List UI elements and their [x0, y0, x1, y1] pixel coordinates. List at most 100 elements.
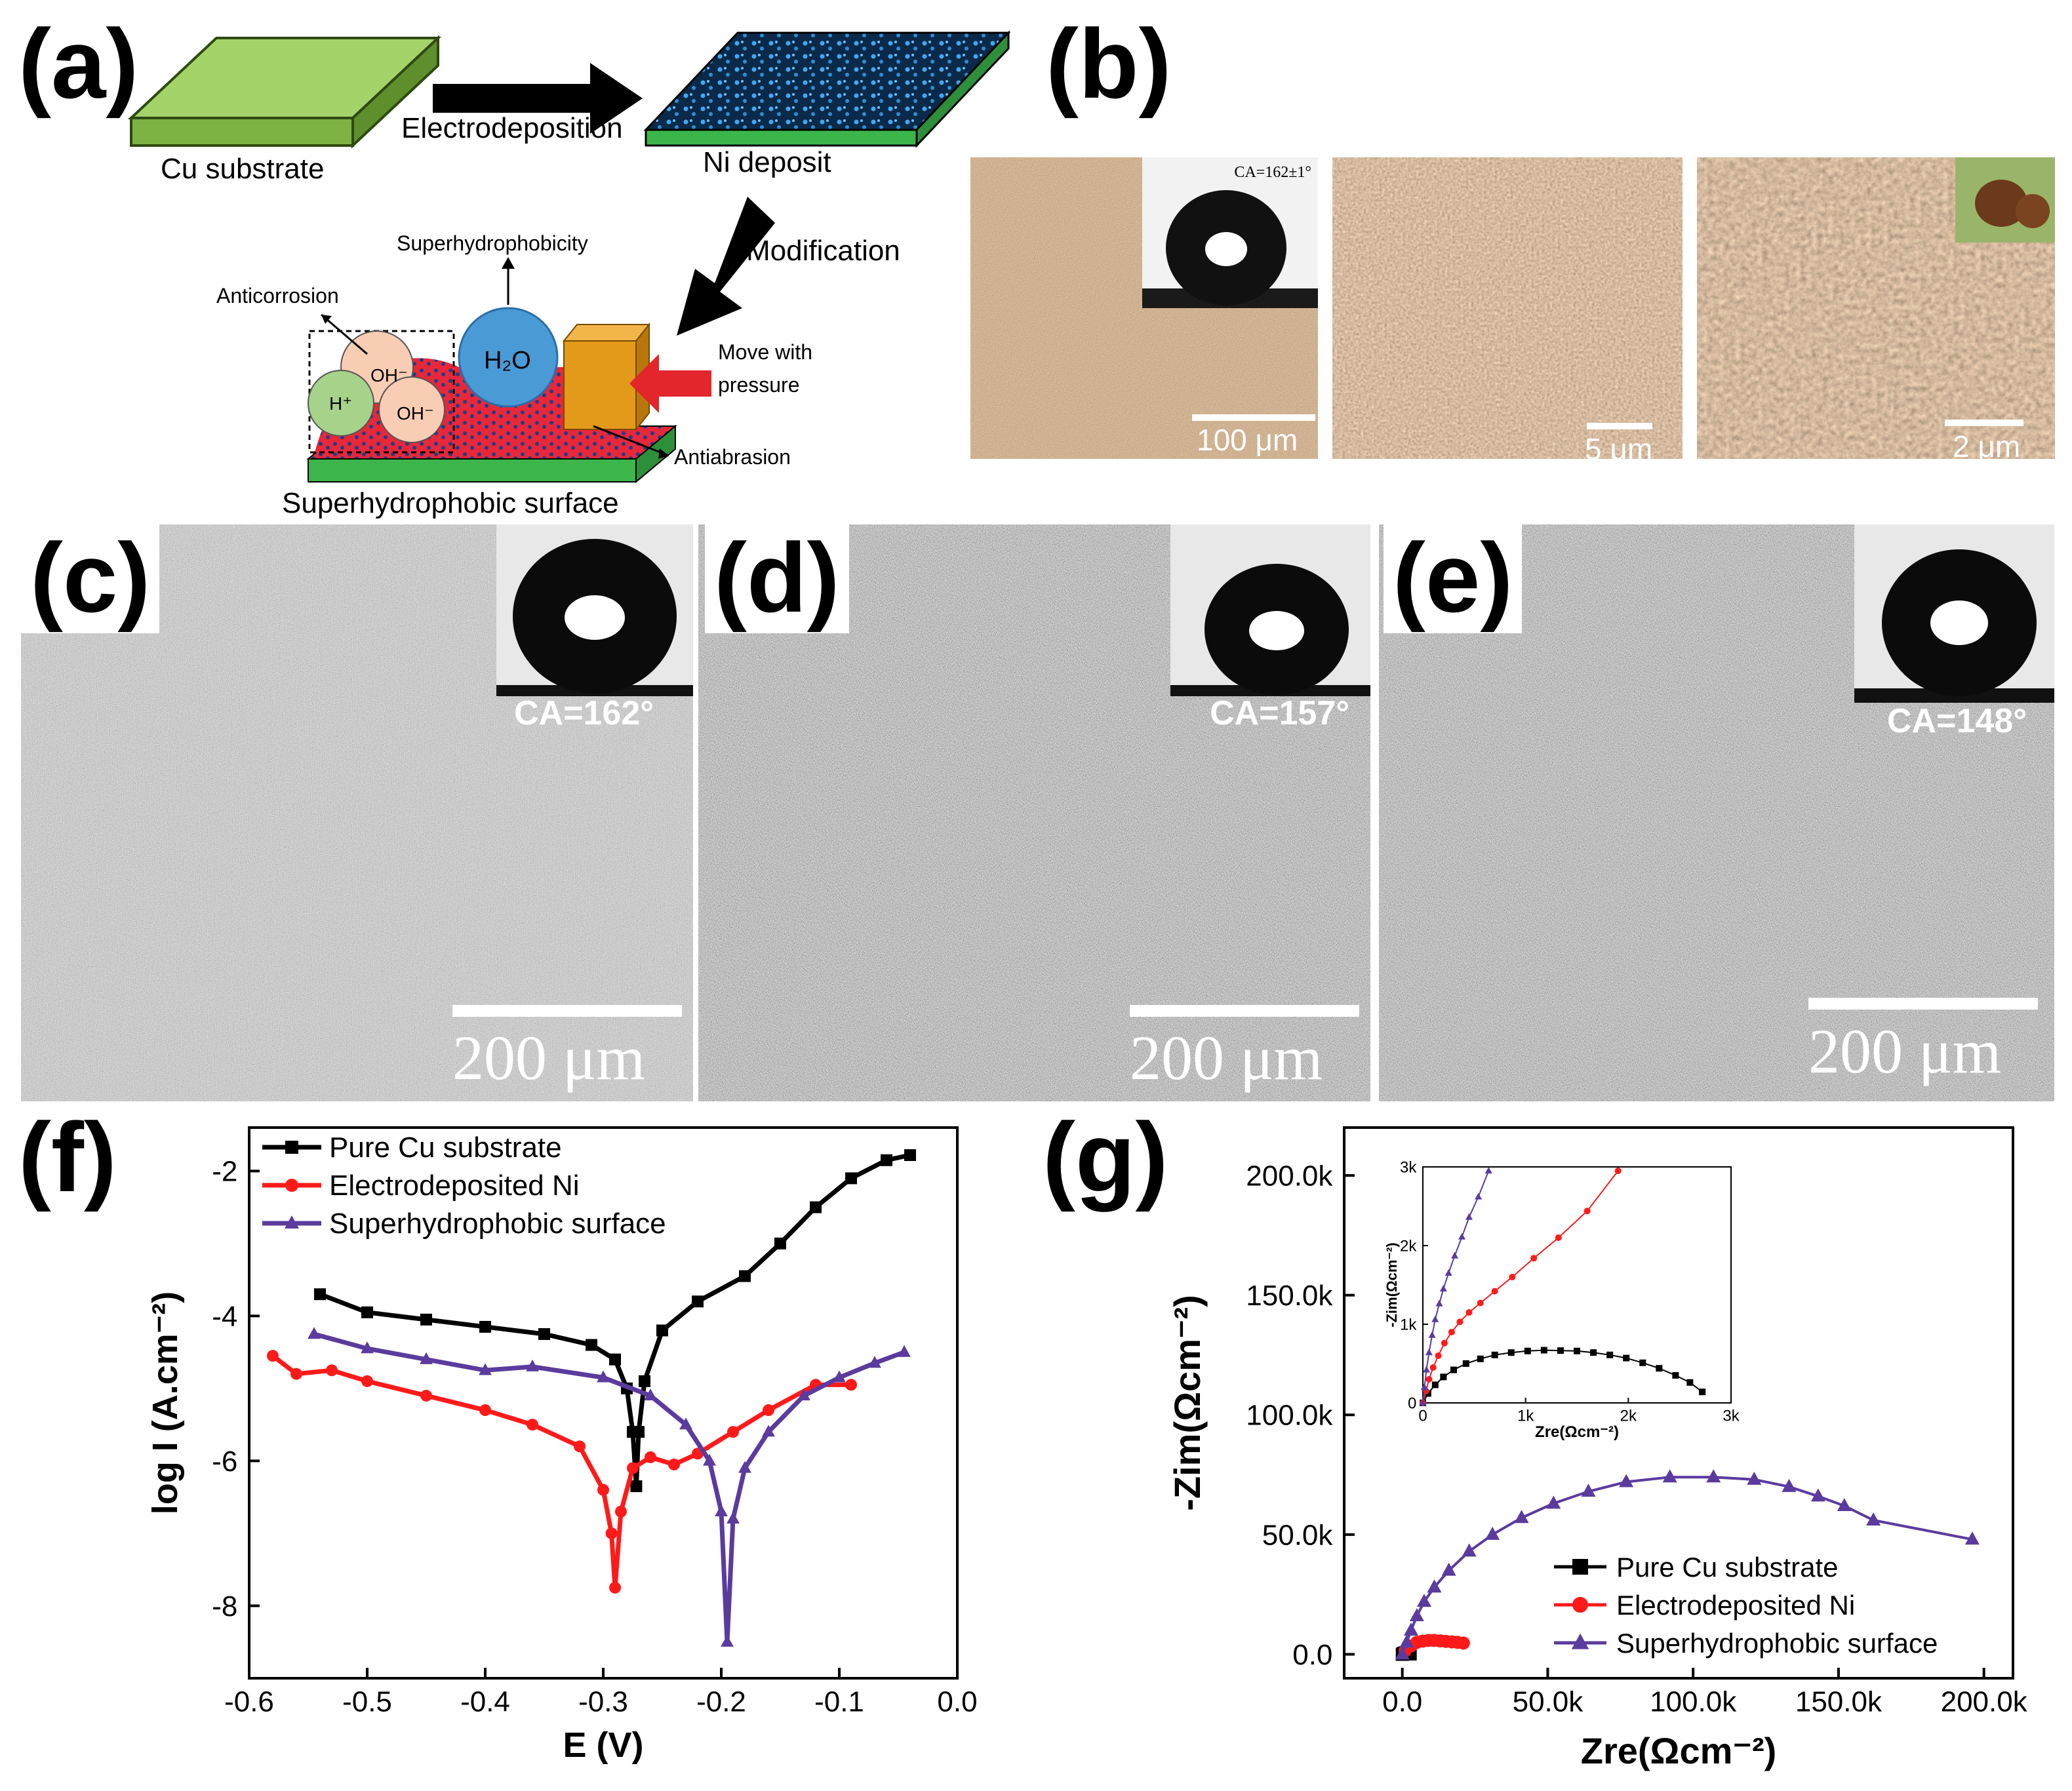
g-inset-data-point [1555, 1234, 1562, 1241]
f-data-point [810, 1201, 822, 1213]
f-data-point [739, 1270, 751, 1282]
surface-schematic [306, 307, 677, 484]
cu-substrate-label: Cu substrate [161, 153, 324, 185]
schematic-a: Cu substrate Electrodeposition Ni deposi… [127, 30, 1011, 519]
f-data-point [308, 1327, 321, 1339]
ni-deposit-label: Ni deposit [703, 146, 831, 178]
g-data-point [1662, 1469, 1677, 1483]
g-inset-y-tick-label: 1k [1400, 1316, 1417, 1333]
panel-label-f: (f) [18, 1102, 117, 1212]
g-data-point [1416, 1594, 1431, 1607]
f-data-point [527, 1419, 538, 1431]
arrow-right-icon [433, 63, 643, 134]
g-y-tick-label: 50.0k [1262, 1519, 1334, 1551]
g-x-tick-label: 100.0k [1650, 1686, 1737, 1718]
f-data-point [727, 1512, 740, 1524]
f-data-point [763, 1404, 774, 1417]
g-inset-data-point [1524, 1347, 1531, 1354]
f-legend-label: Electrodeposited Ni [329, 1170, 580, 1202]
panel-label-d: (d) [705, 524, 849, 633]
f-x-tick-label: -0.5 [342, 1686, 392, 1718]
f-data-point [597, 1484, 609, 1496]
f-x-tick-label: -0.4 [460, 1686, 510, 1718]
g-data-point [1619, 1474, 1634, 1487]
g-legend-label: Pure Cu substrate [1616, 1552, 1839, 1583]
f-data-point [845, 1172, 857, 1185]
g-x-tick-label: 0.0 [1382, 1686, 1422, 1718]
g-inset-x-tick-label: 3k [1723, 1407, 1740, 1425]
f-data-point [715, 1504, 728, 1516]
water-droplet-icon [1170, 564, 1370, 696]
scale-bar-c [452, 1005, 682, 1017]
g-inset-data-point [1686, 1379, 1694, 1386]
droplet-inset-b: CA=162±1° [1142, 157, 1318, 308]
g-inset-data-point [1477, 1355, 1484, 1362]
move-with-label: Move with [718, 340, 812, 364]
f-data-point [703, 1453, 716, 1466]
water-droplet-icon [496, 539, 693, 696]
g-data-point [1706, 1469, 1721, 1483]
ca-label-e: CA=148° [1887, 702, 2027, 740]
g-data-point [1456, 1636, 1470, 1650]
g-inset-data-point [1530, 1255, 1538, 1262]
f-legend-label: Superhydrophobic surface [329, 1208, 666, 1240]
g-inset-data-point [1540, 1347, 1547, 1354]
g-data-point [1427, 1579, 1442, 1593]
f-x-tick-label: -0.6 [224, 1686, 274, 1718]
hplus-label: H⁺ [329, 393, 352, 414]
pinecone-inset [1955, 157, 2055, 243]
f-data-point [326, 1364, 338, 1377]
g-y-tick-label: 150.0k [1246, 1280, 1333, 1312]
g-inset-data-point [1448, 1329, 1455, 1335]
ca-label-c: CA=162° [514, 694, 654, 732]
f-series-line-2 [271, 1354, 851, 1588]
g-data-point [1782, 1478, 1797, 1492]
f-series-line-3 [313, 1331, 906, 1642]
nyquist-chart: 0.0 50.0k 100.0k 150.0k 200.0k 0.0 50.0k 100.0k… [1166, 1126, 2028, 1771]
f-data-point [668, 1458, 680, 1470]
g-inset-data-point [1699, 1388, 1706, 1396]
g-inset-data-point [1435, 1299, 1443, 1307]
g-axes-frame [1343, 1126, 2014, 1680]
panel-label-c: (c) [21, 524, 160, 633]
g-data-point [1462, 1543, 1477, 1557]
water-droplet-icon [1854, 549, 2054, 703]
f-data-point [645, 1451, 656, 1463]
superhydrophobic-surface-label: Superhydrophobic surface [282, 487, 619, 519]
droplet-inset-e [1854, 524, 2054, 703]
f-data-point [627, 1462, 639, 1474]
f-data-point [609, 1353, 621, 1366]
g-inset-data-point [1444, 1269, 1452, 1276]
g-inset-data-point [1606, 1351, 1614, 1358]
f-data-point [679, 1417, 692, 1430]
g-inset-data-point [1477, 1299, 1484, 1307]
g-inset-data-point [1419, 1399, 1427, 1406]
g-inset-data-point [1429, 1364, 1437, 1371]
pressure-arrow-icon [629, 354, 711, 413]
g-data-point [1546, 1495, 1561, 1509]
f-x-tick-label: -0.3 [578, 1686, 628, 1718]
g-inset-data-point [1440, 1373, 1447, 1381]
g-inset-data-point [1465, 1213, 1473, 1220]
g-inset-data-point [1425, 1348, 1433, 1356]
scale-bar-e [1808, 998, 2038, 1010]
f-data-point [361, 1341, 374, 1354]
f-x-tick-label: -0.2 [696, 1686, 746, 1718]
g-inset-data-point [1431, 1315, 1439, 1322]
f-data-point [738, 1461, 751, 1473]
g-inset-data-point [1439, 1285, 1447, 1291]
g-inset-y-tick-label: 2k [1400, 1237, 1417, 1255]
g-data-point [1441, 1562, 1456, 1576]
f-y-tick-label: -2 [212, 1156, 237, 1188]
f-x-tick-label: -0.1 [814, 1686, 864, 1718]
f-data-point [538, 1328, 550, 1340]
scale-label-b1: 100 μm [1197, 423, 1298, 457]
g-inset-data-point [1422, 1366, 1430, 1373]
f-data-point [586, 1339, 597, 1351]
panel-label-e: (e) [1384, 524, 1523, 633]
g-data-point [1747, 1471, 1762, 1485]
f-legend-marker [285, 1141, 298, 1154]
g-data-point [1395, 1646, 1410, 1660]
g-inset-y-axis-label: -Zim(Ωcm⁻²) [1384, 1242, 1400, 1327]
g-x-tick-label: 150.0k [1795, 1686, 1883, 1718]
